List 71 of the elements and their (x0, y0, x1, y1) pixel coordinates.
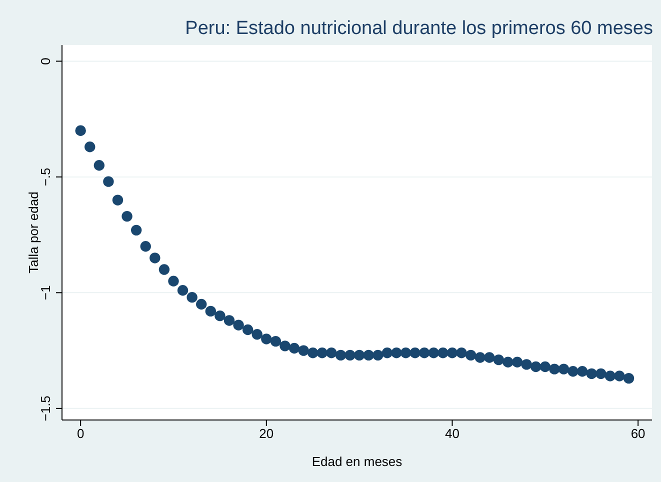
point (512, 356, 523, 368)
point (140, 241, 151, 252)
chart-title: Peru: Estado nutricional durante los primeros 60 meses (185, 18, 653, 39)
y-tick-label: −1.5 (38, 396, 53, 422)
point (168, 276, 179, 286)
point (558, 364, 570, 374)
point (261, 334, 272, 344)
point (465, 350, 476, 361)
point (596, 368, 606, 380)
y-tick-label: 0 (38, 58, 53, 65)
point (288, 342, 300, 354)
point (308, 348, 318, 358)
point (446, 348, 458, 358)
point (84, 142, 96, 152)
point (103, 176, 114, 187)
point (382, 348, 393, 358)
x-tick-label: 60 (630, 426, 646, 442)
point (354, 350, 365, 361)
point (224, 315, 235, 326)
point (576, 366, 588, 377)
x-tick-label: 0 (76, 426, 84, 442)
point (568, 366, 578, 377)
point (298, 345, 309, 356)
point (242, 324, 254, 336)
point (428, 348, 440, 358)
point (493, 354, 504, 366)
point (75, 125, 86, 136)
point (205, 306, 216, 317)
point (521, 359, 532, 370)
x-tick-label: 40 (445, 426, 460, 442)
point (484, 352, 495, 363)
point (158, 264, 170, 275)
point (400, 348, 412, 358)
point (214, 310, 226, 322)
point (233, 320, 244, 330)
x-tick-label: 20 (259, 426, 274, 442)
point (502, 356, 514, 368)
point (186, 292, 198, 303)
point (344, 350, 356, 361)
point (623, 372, 634, 384)
point (604, 370, 616, 382)
y-axis-title: Talla por edad (26, 192, 41, 274)
point (540, 361, 550, 372)
y-tick-label: −1 (38, 285, 53, 300)
point (363, 350, 374, 361)
y-tick-label: −.5 (38, 168, 53, 186)
point (614, 370, 625, 382)
point (335, 350, 346, 361)
point (94, 160, 105, 171)
point (419, 348, 430, 358)
point (586, 368, 597, 380)
point (130, 224, 142, 236)
point (372, 350, 384, 361)
point (326, 348, 337, 358)
point (177, 285, 188, 296)
point (280, 340, 290, 352)
point (150, 252, 160, 264)
point (112, 194, 124, 206)
point (252, 329, 262, 340)
point (438, 348, 448, 358)
x-axis-title: Edad en meses (312, 454, 403, 469)
point (196, 298, 207, 310)
point (530, 361, 542, 372)
point (549, 364, 560, 374)
point (474, 352, 486, 363)
point (456, 348, 467, 358)
point (122, 210, 132, 222)
point (316, 348, 328, 358)
point (410, 348, 420, 358)
point (270, 336, 282, 347)
point (391, 348, 402, 358)
